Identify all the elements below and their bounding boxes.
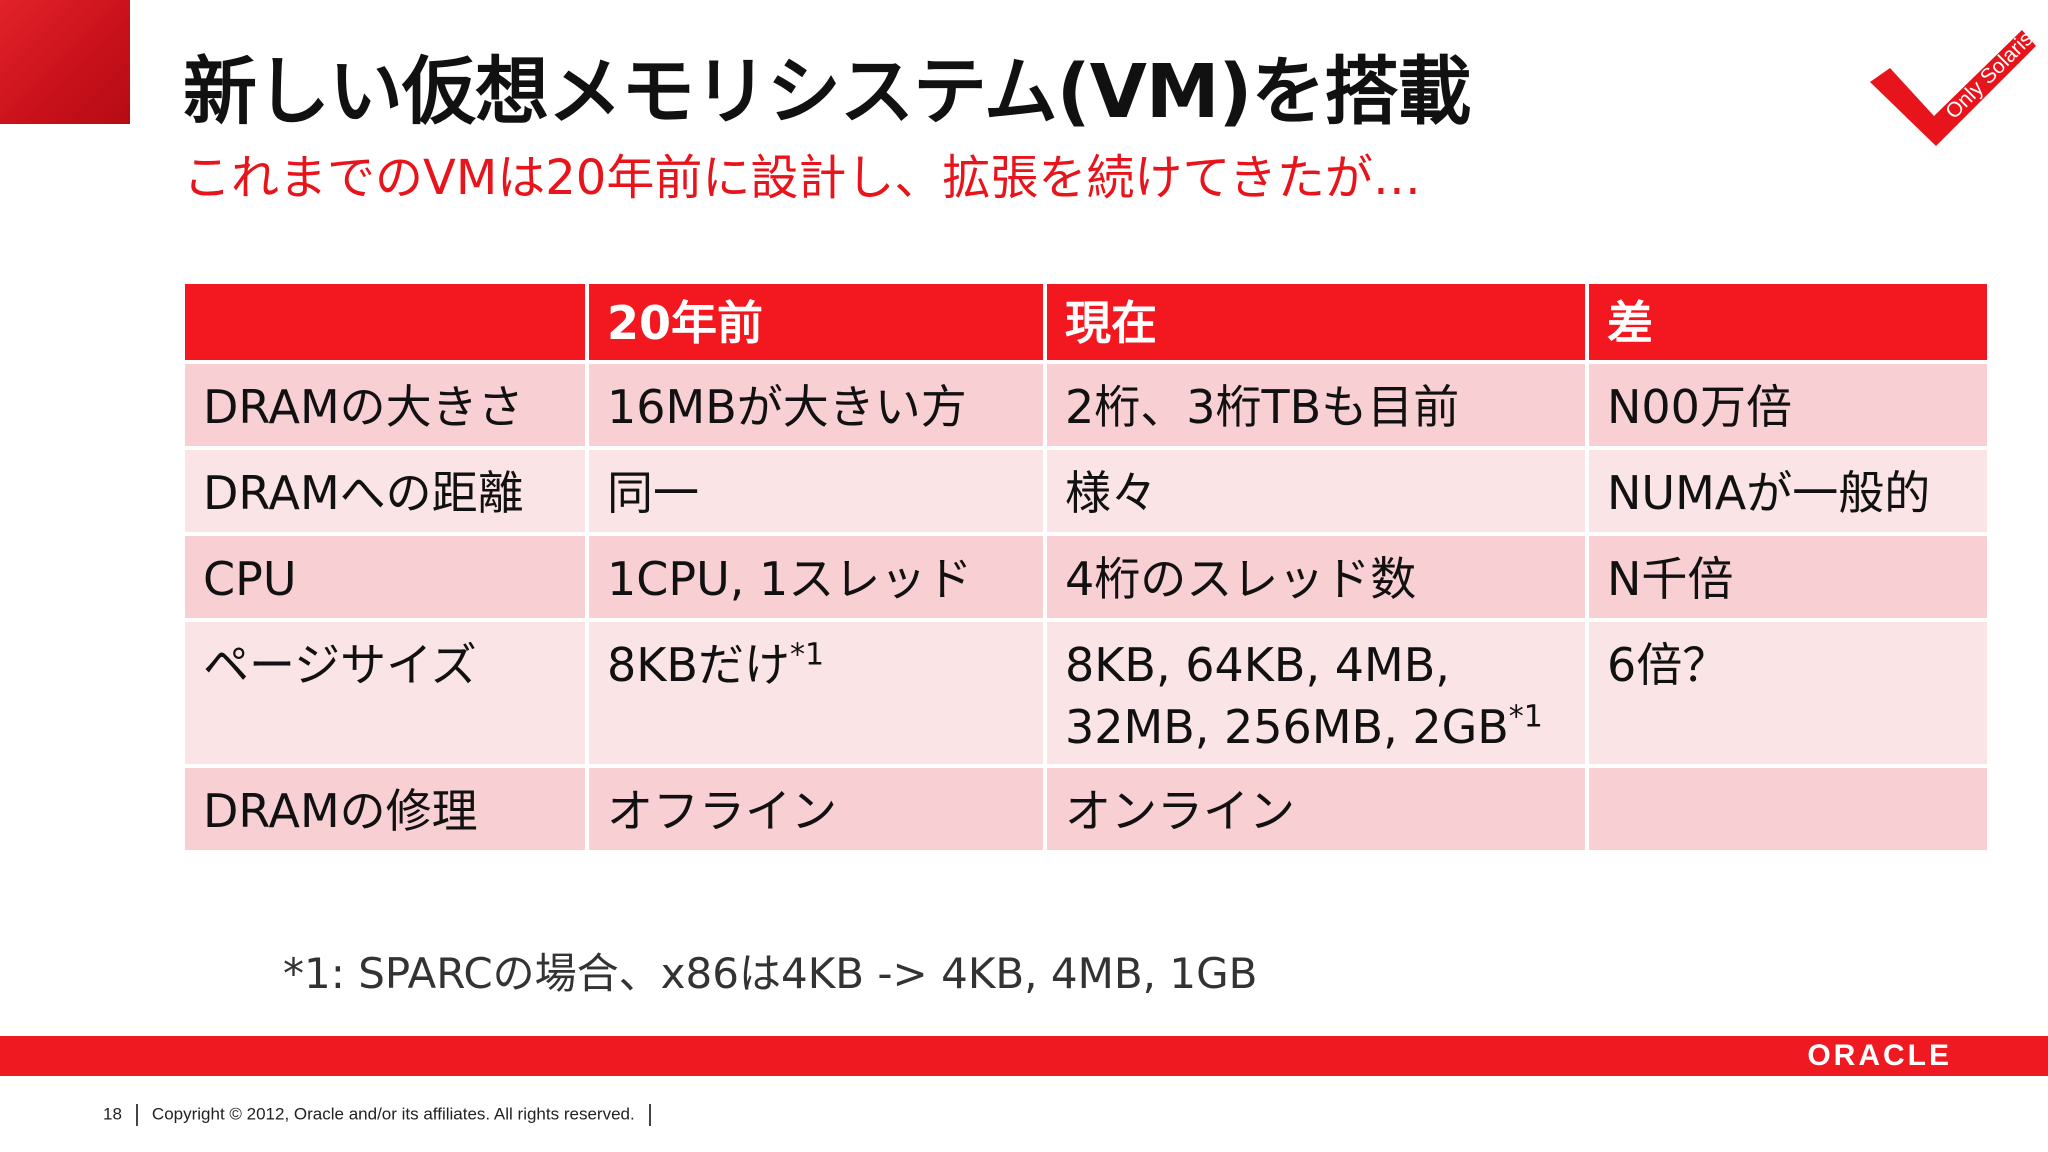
page-number: 18: [103, 1104, 122, 1124]
row-past-cell: 8KBだけ*1: [589, 622, 1043, 764]
header-cell-blank: [185, 284, 585, 360]
table-header-row: 20年前 現在 差: [185, 284, 1987, 360]
row-past: オフライン: [589, 768, 1043, 850]
row-label: DRAMの大きさ: [185, 364, 585, 446]
row-now: 4桁のスレッド数: [1047, 536, 1585, 618]
row-now: オンライン: [1047, 768, 1585, 850]
row-now: 8KB, 64KB, 4MB,: [1065, 638, 1450, 692]
table-row: CPU 1CPU, 1スレッド 4桁のスレッド数 N千倍: [185, 536, 1987, 618]
footnote-marker: *1: [1508, 699, 1543, 735]
row-diff: NUMAが一般的: [1589, 450, 1987, 532]
slide-title: 新しい仮想メモリシステム(VM)を搭載: [183, 49, 1471, 135]
row-now: 様々: [1047, 450, 1585, 532]
slide-footer: 18 Copyright © 2012, Oracle and/or its af…: [103, 1104, 665, 1126]
row-label: ページサイズ: [185, 622, 585, 764]
copyright-text: Copyright © 2012, Oracle and/or its affi…: [151, 1104, 635, 1124]
row-past: 8KBだけ: [607, 638, 790, 692]
corner-accent-block: [0, 0, 130, 124]
footnote: *1: SPARCの場合、x86は4KB -> 4KB, 4MB, 1GB: [283, 949, 1258, 998]
row-diff: N00万倍: [1589, 364, 1987, 446]
row-past: 16MBが大きい方: [589, 364, 1043, 446]
footer-divider: [648, 1104, 651, 1126]
oracle-logo: ORACLE: [1807, 1039, 1952, 1072]
row-now: 2桁、3桁TBも目前: [1047, 364, 1585, 446]
row-now-cell: 8KB, 64KB, 4MB, 32MB, 256MB, 2GB*1: [1047, 622, 1585, 764]
footer-divider: [135, 1104, 138, 1126]
table-row: DRAMへの距離 同一 様々 NUMAが一般的: [185, 450, 1987, 532]
table-row: ページサイズ 8KBだけ*1 8KB, 64KB, 4MB, 32MB, 256M…: [185, 622, 1987, 764]
row-diff: N千倍: [1589, 536, 1987, 618]
footnote-marker: *1: [790, 637, 825, 673]
only-solaris-badge: Only Solaris: [1862, 20, 2042, 150]
checkmark-icon: Only Solaris: [1870, 27, 2038, 146]
vm-comparison-table: 20年前 現在 差 DRAMの大きさ 16MBが大きい方 2桁、3桁TBも目前 …: [181, 280, 1991, 854]
row-diff: 6倍？: [1589, 622, 1987, 764]
table-row: DRAMの修理 オフライン オンライン: [185, 768, 1987, 850]
header-cell-now: 現在: [1047, 284, 1585, 360]
slide-subtitle: これまでのVMは20年前に設計し、拡張を続けてきたが…: [183, 150, 1421, 206]
header-cell-diff: 差: [1589, 284, 1987, 360]
row-now-line2: 32MB, 256MB, 2GB: [1065, 700, 1509, 754]
row-diff: [1589, 768, 1987, 850]
row-past: 同一: [589, 450, 1043, 532]
row-label: DRAMの修理: [185, 768, 585, 850]
row-label: DRAMへの距離: [185, 450, 585, 532]
row-label: CPU: [185, 536, 585, 618]
badge-text: Only Solaris: [1941, 27, 2037, 123]
table-row: DRAMの大きさ 16MBが大きい方 2桁、3桁TBも目前 N00万倍: [185, 364, 1987, 446]
row-past: 1CPU, 1スレッド: [589, 536, 1043, 618]
footer-red-band: [0, 1036, 2048, 1076]
header-cell-past: 20年前: [589, 284, 1043, 360]
